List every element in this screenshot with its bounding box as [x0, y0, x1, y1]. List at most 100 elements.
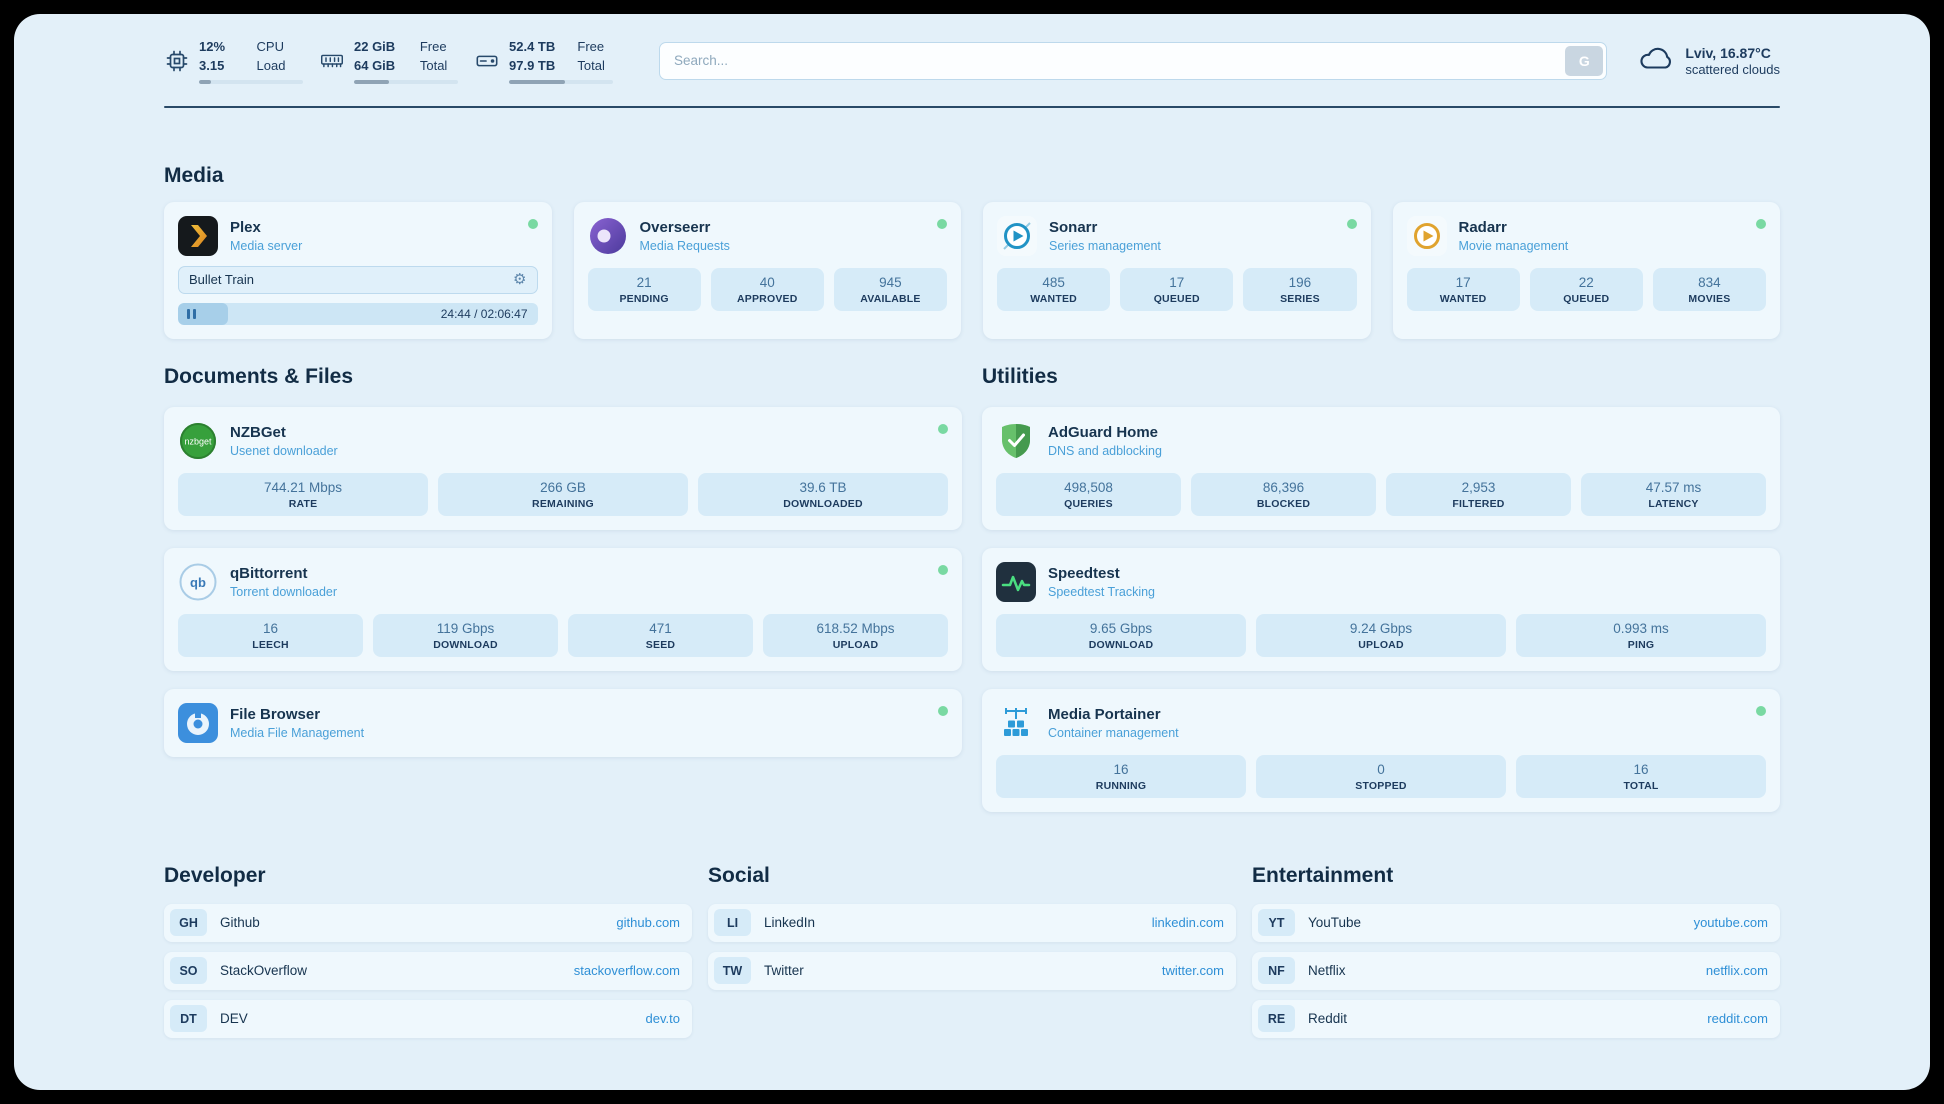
qbittorrent-subtitle: Torrent downloader	[230, 584, 338, 599]
section-title-developer: Developer	[164, 863, 266, 887]
bookmark-url: github.com	[616, 915, 680, 931]
nzbget-card[interactable]: nzbget NZBGet Usenet downloader 744.21 M…	[164, 406, 962, 530]
dev-abbr-icon: DT	[170, 1005, 207, 1033]
portainer-icon	[996, 703, 1036, 743]
stat-rate: 744.21 Mbps RATE	[178, 472, 428, 516]
cloud-icon	[1637, 44, 1675, 77]
cpu-label-top: CPU	[256, 39, 284, 54]
weather-location: Lviv, 16.87°C	[1685, 44, 1771, 61]
speedtest-card[interactable]: Speedtest Speedtest Tracking 9.65 Gbps D…	[982, 547, 1780, 671]
svg-text:qb: qb	[190, 575, 206, 590]
overseerr-status-dot	[937, 218, 947, 229]
filebrowser-icon	[178, 702, 218, 743]
qbittorrent-status-dot	[938, 564, 948, 575]
bookmark-dev[interactable]: DT DEV dev.to	[164, 999, 692, 1038]
search-engine-button[interactable]: G	[1565, 45, 1604, 76]
bookmark-url: reddit.com	[1707, 1011, 1768, 1027]
section-title-documents: Documents & Files	[164, 364, 354, 388]
radarr-card[interactable]: Radarr Movie management 17 WANTED 22 QUE…	[1392, 201, 1780, 339]
search: G	[659, 41, 1608, 80]
portainer-subtitle: Container management	[1048, 725, 1179, 740]
ram-label-top: Free	[419, 39, 447, 54]
portainer-title: Media Portainer	[1048, 705, 1161, 723]
sonarr-subtitle: Series management	[1049, 238, 1161, 253]
topbar-divider	[164, 105, 1780, 108]
stat-running: 16 RUNNING	[996, 754, 1246, 798]
speedtest-title: Speedtest	[1048, 564, 1120, 582]
speedtest-icon	[996, 561, 1036, 602]
overseerr-icon	[588, 216, 628, 256]
ram-free-value: 22 GiB	[354, 39, 396, 54]
stat-wanted: 17 WANTED	[1406, 267, 1520, 311]
nzbget-title: NZBGet	[230, 423, 286, 441]
overseerr-title: Overseerr	[639, 218, 711, 236]
youtube-abbr-icon: YT	[1258, 909, 1295, 937]
stat-stopped: 0 STOPPED	[1256, 754, 1506, 798]
bookmark-github[interactable]: GH Github github.com	[164, 903, 692, 942]
plex-card[interactable]: Plex Media server Bullet Train ⚙ 24:44 /…	[164, 201, 552, 339]
bookmark-url: netflix.com	[1705, 963, 1768, 979]
disk-icon	[474, 48, 500, 74]
stat-series: 196 SERIES	[1243, 267, 1357, 311]
qbittorrent-title: qBittorrent	[230, 564, 308, 582]
bookmark-url: dev.to	[645, 1011, 680, 1027]
bookmark-reddit[interactable]: RE Reddit reddit.com	[1252, 999, 1780, 1038]
portainer-card[interactable]: Media Portainer Container management 16 …	[982, 688, 1780, 812]
search-input[interactable]	[659, 41, 1608, 80]
social-column: Social LI LinkedIn linkedin.com TW Twitt…	[708, 864, 1236, 990]
stat-seed: 471 SEED	[568, 613, 753, 657]
bookmark-url: twitter.com	[1161, 963, 1224, 979]
adguard-icon	[996, 421, 1036, 461]
bookmark-linkedin[interactable]: LI LinkedIn linkedin.com	[708, 903, 1236, 942]
ram-progress-bar	[354, 79, 458, 84]
bookmark-twitter[interactable]: TW Twitter twitter.com	[708, 951, 1236, 990]
playback-progress-bar: 24:44 / 02:06:47	[178, 302, 538, 325]
utilities-column: Utilities AdGuard Home DNS and adblockin…	[982, 365, 1780, 812]
qbittorrent-card[interactable]: qb qBittorrent Torrent downloader 16 LEE…	[164, 547, 962, 671]
section-title-social: Social	[708, 863, 770, 887]
filebrowser-subtitle: Media File Management	[230, 725, 365, 740]
adguard-subtitle: DNS and adblocking	[1048, 443, 1162, 458]
weather-widget: Lviv, 16.87°C scattered clouds	[1637, 44, 1780, 77]
disk-progress-bar	[509, 79, 613, 84]
sonarr-card[interactable]: Sonarr Series management 485 WANTED 17 Q…	[983, 201, 1371, 339]
disk-widget: 52.4 TB Free 97.9 TB Total	[474, 38, 613, 84]
ram-label-bottom: Total	[419, 57, 448, 73]
disk-total-value: 97.9 TB	[509, 57, 556, 73]
adguard-card[interactable]: AdGuard Home DNS and adblocking 498,508 …	[982, 406, 1780, 530]
disk-label-bottom: Total	[577, 57, 605, 73]
bookmark-stackoverflow[interactable]: SO StackOverflow stackoverflow.com	[164, 951, 692, 990]
stat-upload: 9.24 Gbps UPLOAD	[1256, 613, 1506, 657]
stat-download: 119 Gbps DOWNLOAD	[373, 613, 558, 657]
stat-queued: 17 QUEUED	[1120, 267, 1234, 311]
github-abbr-icon: GH	[170, 909, 207, 937]
radarr-status-dot	[1756, 218, 1766, 229]
stackoverflow-abbr-icon: SO	[170, 957, 207, 985]
media-grid: Plex Media server Bullet Train ⚙ 24:44 /…	[164, 201, 1780, 339]
sonarr-title: Sonarr	[1049, 218, 1098, 236]
nzbget-subtitle: Usenet downloader	[230, 443, 338, 458]
developer-column: Developer GH Github github.com SO StackO…	[164, 864, 692, 1038]
overseerr-card[interactable]: Overseerr Media Requests 21 PENDING 40 A…	[573, 201, 961, 339]
radarr-title: Radarr	[1458, 218, 1507, 236]
stat-downloaded: 39.6 TB DOWNLOADED	[698, 472, 948, 516]
plex-icon	[178, 215, 218, 256]
portainer-status-dot	[1756, 705, 1766, 716]
filebrowser-card[interactable]: File Browser Media File Management	[164, 688, 962, 757]
nzbget-status-dot	[938, 423, 948, 434]
nzbget-icon: nzbget	[178, 421, 218, 461]
radarr-icon	[1406, 215, 1447, 256]
bookmark-youtube[interactable]: YT YouTube youtube.com	[1252, 903, 1780, 942]
cpu-load-value: 3.15	[199, 57, 225, 73]
bookmark-url: linkedin.com	[1151, 915, 1224, 931]
topbar: 12% CPU 3.15 Load 22 GiB Free 64 GiB Tot…	[164, 14, 1780, 84]
gear-icon[interactable]: ⚙	[513, 271, 527, 289]
stat-approved: 40 APPROVED	[710, 267, 824, 311]
dashboard: 12% CPU 3.15 Load 22 GiB Free 64 GiB Tot…	[14, 14, 1930, 1090]
disk-label-top: Free	[577, 39, 605, 54]
bookmark-url: youtube.com	[1693, 915, 1768, 931]
plex-title: Plex	[230, 218, 261, 236]
now-playing-title: Bullet Train	[189, 272, 255, 288]
section-title-entertainment: Entertainment	[1252, 863, 1394, 887]
bookmark-netflix[interactable]: NF Netflix netflix.com	[1252, 951, 1780, 990]
